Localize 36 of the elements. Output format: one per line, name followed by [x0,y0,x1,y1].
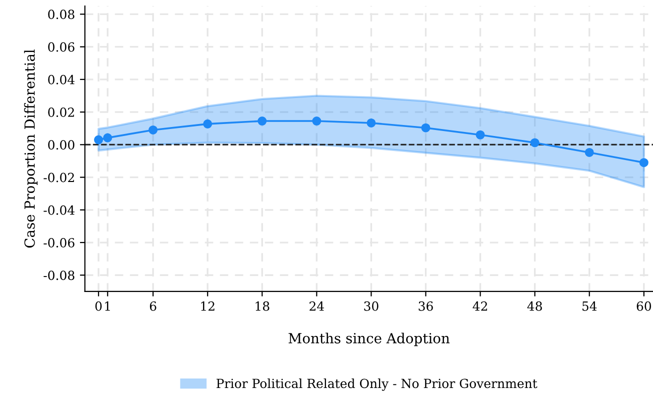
x-tick-label: 48 [527,301,542,311]
point [148,125,158,134]
point [312,116,322,126]
point [639,158,648,168]
x-tick-label: 36 [418,301,433,311]
point [421,123,430,132]
x-tick-label: 0 [95,301,102,311]
x-tick-label: 18 [256,301,270,311]
x-tick-label: 6 [150,301,156,311]
legend-label: Prior Political Related Only - No Prior Government [216,378,538,391]
x-tick-label: 54 [582,301,597,311]
x-axis-title: Months since Adoption [288,332,450,346]
point [366,118,376,128]
point [476,130,485,140]
y-axis-title: Case Proportion Differential [24,50,38,248]
point [530,138,540,148]
y-tick-label: 0.00 [48,140,74,150]
x-tick-label: 1 [105,301,110,311]
point [103,133,112,142]
y-tick-label: 0.08 [48,10,74,20]
y-tick-label: 0.06 [48,42,74,52]
y-tick-label: -0.04 [44,205,75,215]
point [258,116,267,126]
x-tick-label: 42 [472,301,488,311]
point [203,119,212,128]
x-tick-label: 30 [364,301,378,311]
y-tick-label: -0.02 [44,172,74,182]
x-tick-label: 12 [201,301,214,311]
y-tick-label: -0.08 [44,270,74,280]
point [584,148,594,158]
y-tick-label: -0.06 [44,238,74,248]
y-tick-label: 0.04 [48,74,75,84]
point [94,135,104,144]
x-tick-label: 60 [636,301,652,311]
x-tick-label: 24 [310,301,324,311]
y-tick-label: 0.02 [48,108,74,117]
